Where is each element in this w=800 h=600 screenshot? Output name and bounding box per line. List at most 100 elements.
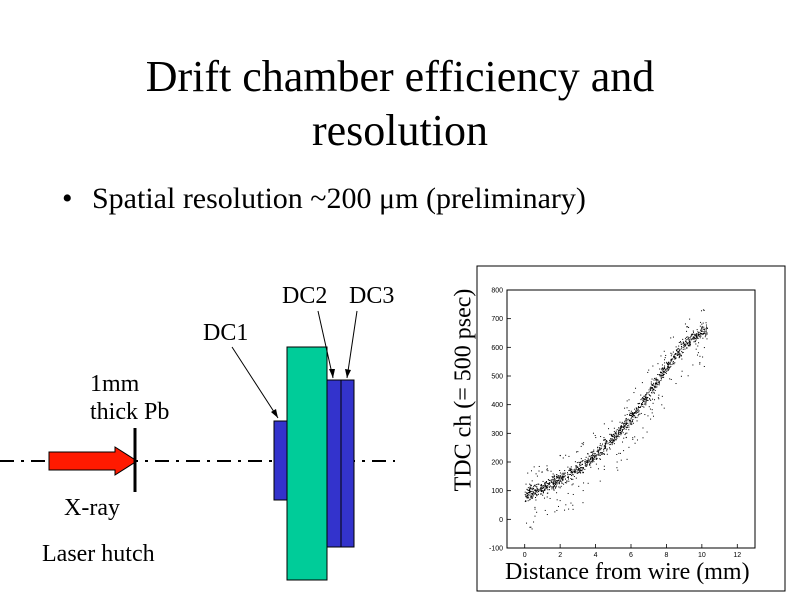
scatter-point: [640, 399, 642, 401]
scatter-point: [591, 451, 593, 453]
scatter-point: [644, 395, 646, 397]
scatter-point: [660, 374, 662, 376]
scatter-point: [581, 463, 583, 465]
scatter-point: [612, 438, 614, 440]
scatter-point: [551, 479, 553, 481]
scatter-point: [643, 397, 645, 399]
scatter-point: [633, 415, 635, 417]
scatter-point: [557, 480, 559, 482]
scatter-point: [645, 399, 647, 401]
scatter-point: [540, 486, 542, 488]
scatter-point: [544, 485, 546, 487]
scatter-point: [579, 462, 581, 464]
scatter-point: [532, 496, 534, 498]
scatter-point: [570, 470, 572, 472]
scatter-point: [531, 488, 533, 490]
scatter-point: [597, 452, 599, 454]
scatter-point: [584, 463, 586, 465]
scatter-point: [653, 386, 655, 388]
scatter-point: [578, 470, 580, 472]
scatter-point: [688, 341, 690, 343]
scatter-point: [706, 338, 708, 340]
scatter-point: [613, 443, 615, 445]
scatter-point: [526, 497, 528, 499]
scatter-point: [663, 370, 665, 372]
scatter-point: [665, 368, 667, 370]
scatter-point: [603, 453, 605, 455]
scatter-point: [645, 404, 647, 406]
scatter-point: [663, 373, 665, 375]
scatter-point: [670, 355, 672, 357]
scatter-point: [700, 329, 702, 331]
scatter-point: [685, 339, 687, 341]
scatter-point: [554, 478, 556, 480]
scatter-point: [590, 458, 592, 460]
scatter-point: [616, 461, 618, 463]
scatter-point: [621, 421, 623, 423]
scatter-point: [558, 475, 560, 477]
scatter-point: [700, 310, 702, 312]
scatter-point: [566, 472, 568, 474]
scatter-point: [694, 334, 696, 336]
scatter-point: [582, 502, 584, 504]
scatter-point: [605, 441, 607, 443]
scatter-point: [653, 391, 655, 393]
scatter-point: [695, 334, 697, 336]
scatter-point: [533, 491, 535, 493]
scatter-point: [645, 401, 647, 403]
scatter-point: [613, 436, 615, 438]
scatter-point: [575, 477, 577, 479]
scatter-point: [550, 470, 552, 472]
scatter-point: [561, 479, 563, 481]
scatter-point: [628, 420, 630, 422]
scatter-point: [678, 354, 680, 356]
scatter-point: [620, 427, 622, 429]
scatter-point: [652, 388, 654, 390]
scatter-point: [664, 372, 666, 374]
scatter-point: [661, 364, 663, 366]
scatter-point: [542, 487, 544, 489]
scatter-point: [662, 369, 664, 371]
scatter-point: [623, 423, 625, 425]
scatter-point: [529, 494, 531, 496]
scatter-point: [629, 414, 631, 416]
scatter-point: [526, 522, 528, 524]
scatter-point: [624, 424, 626, 426]
scatter-point: [593, 450, 595, 452]
scatter-point: [651, 412, 653, 414]
scatter-point: [609, 441, 611, 443]
scatter-point: [603, 446, 605, 448]
scatter-point: [659, 375, 661, 377]
scatter-point: [570, 502, 572, 504]
scatter-point: [663, 350, 665, 352]
scatter-point: [629, 422, 631, 424]
scatter-point: [679, 353, 681, 355]
scatter-point: [692, 333, 694, 335]
scatter-point: [587, 461, 589, 463]
scatter-point: [702, 333, 704, 335]
scatter-point: [537, 493, 539, 495]
scatter-point: [673, 354, 675, 356]
scatter-point: [608, 428, 610, 430]
scatter-point: [585, 465, 587, 467]
scatter-point: [631, 424, 633, 426]
scatter-point: [649, 398, 651, 400]
scatter-point: [595, 437, 597, 439]
scatter-point: [527, 472, 529, 474]
scatter-point: [625, 428, 627, 430]
scatter-point: [599, 452, 601, 454]
scatter-point: [527, 500, 529, 502]
scatter-point: [638, 406, 640, 408]
scatter-point: [565, 504, 567, 506]
scatter-point: [685, 343, 687, 345]
scatter-point: [605, 442, 607, 444]
scatter-point: [701, 327, 703, 329]
scatter-point: [630, 422, 632, 424]
scatter-point: [626, 425, 628, 427]
scatter-point: [542, 480, 544, 482]
scatter-point: [665, 369, 667, 371]
scatter-point: [582, 490, 584, 492]
scatter-point: [563, 483, 565, 485]
scatter-point: [699, 333, 701, 335]
scatter-point: [561, 481, 563, 483]
